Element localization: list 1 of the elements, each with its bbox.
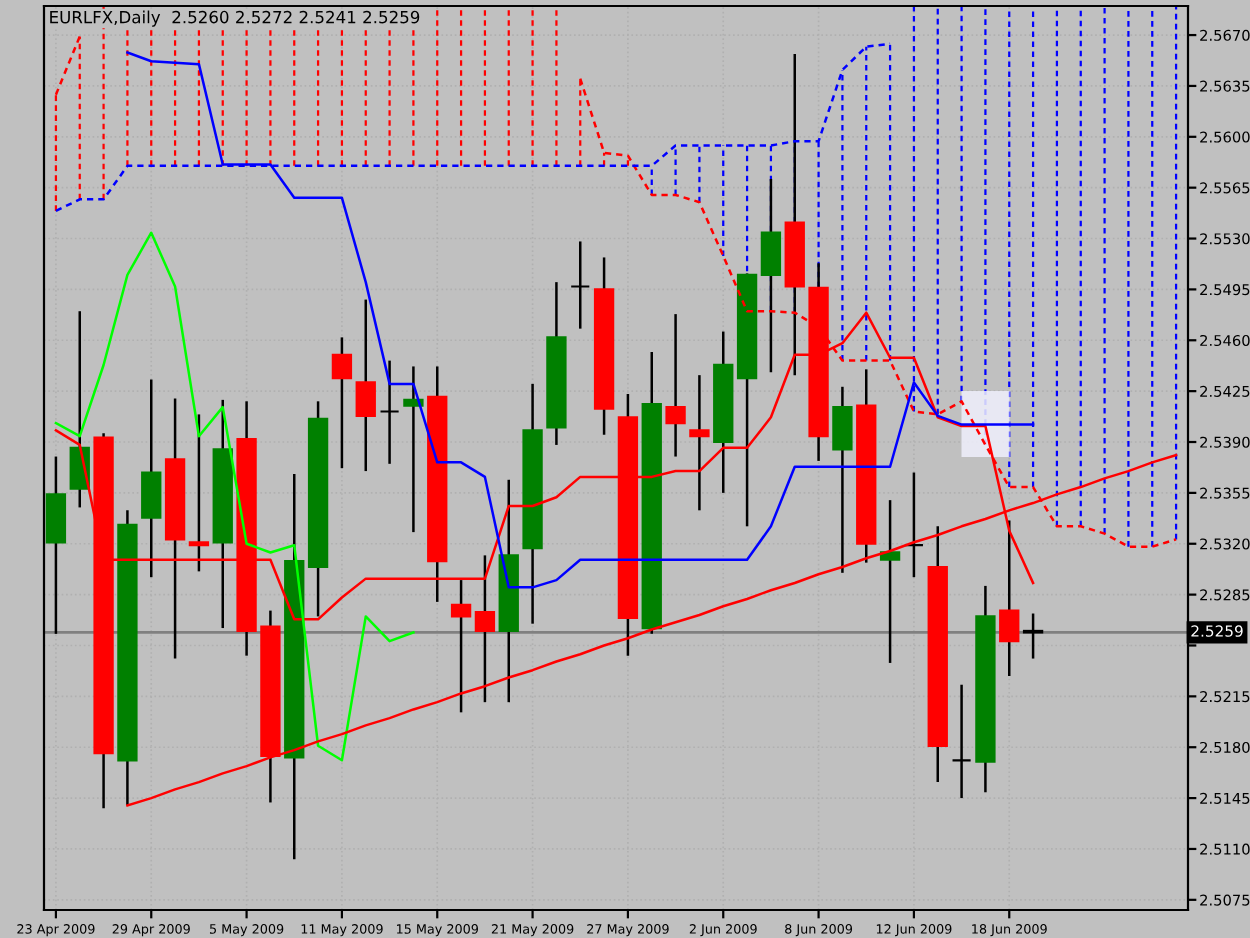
chart-title: EURLFX,Daily 2.5260 2.5272 2.5241 2.5259 [50, 10, 420, 27]
